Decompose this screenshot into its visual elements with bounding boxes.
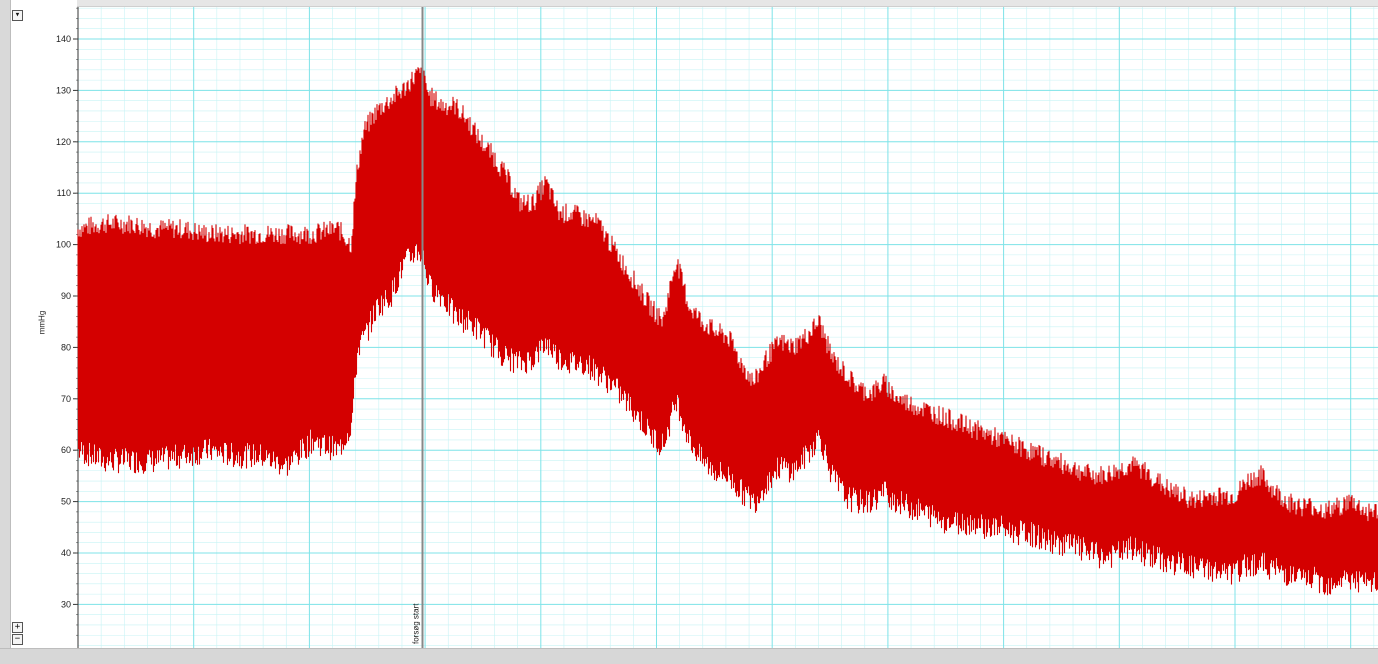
horizontal-scrollbar[interactable]: [0, 648, 1378, 664]
y-tick-label: 120: [56, 137, 71, 147]
collapse-button[interactable]: ▾: [12, 10, 23, 21]
y-tick-label: 140: [56, 34, 71, 44]
event-marker-label: forsøg start: [412, 603, 421, 644]
y-tick-label: 70: [61, 394, 71, 404]
y-tick-label: 30: [61, 599, 71, 609]
zoom-out-button[interactable]: −: [12, 634, 23, 645]
zoom-in-button[interactable]: +: [12, 622, 23, 633]
pressure-trace: [77, 67, 1378, 596]
y-tick-label: 60: [61, 445, 71, 455]
y-axis-panel: [11, 0, 77, 648]
y-tick-label: 130: [56, 85, 71, 95]
left-strip: [0, 0, 11, 663]
y-tick-label: 90: [61, 291, 71, 301]
top-bar: [0, 0, 1378, 7]
y-tick-label: 100: [56, 240, 71, 250]
y-tick-label: 40: [61, 548, 71, 558]
y-tick-label: 110: [57, 188, 71, 198]
y-tick-label: 80: [61, 342, 71, 352]
y-tick-label: 50: [61, 497, 71, 507]
